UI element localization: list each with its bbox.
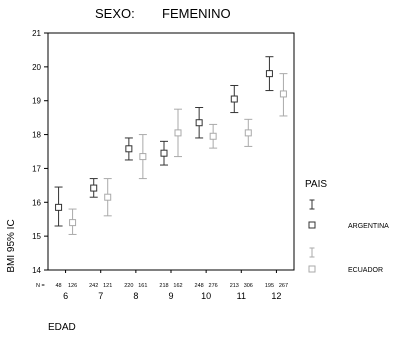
error-bar <box>174 108 182 158</box>
mean-marker <box>90 184 98 192</box>
mean-marker <box>125 145 133 153</box>
mean-marker <box>230 95 238 103</box>
legend-item: ECUADOR <box>308 247 383 274</box>
y-tick-label: 14 <box>32 266 41 275</box>
sample-size-value: 276 <box>209 283 218 289</box>
chart-title-label: SEXO: <box>95 6 135 21</box>
legend-marker-symbol <box>308 265 316 273</box>
mean-marker <box>174 129 182 137</box>
legend-marker-symbol <box>308 221 316 229</box>
chart-title-value: FEMENINO <box>162 6 231 21</box>
sample-size-value: 267 <box>279 283 288 289</box>
y-tick-label: 16 <box>32 198 41 207</box>
x-axis: 6 7 8 9 10 11 12 <box>63 270 281 301</box>
mean-marker <box>279 90 287 98</box>
mean-marker <box>139 153 147 161</box>
error-bar <box>160 140 168 166</box>
error-bar <box>138 134 147 180</box>
legend-label: ECUADOR <box>348 267 383 274</box>
y-tick-label: 20 <box>32 63 41 72</box>
x-tick-label: 9 <box>168 291 173 301</box>
sample-size-value: 195 <box>265 283 274 289</box>
error-bar <box>195 106 204 139</box>
error-bar <box>68 208 77 235</box>
mean-marker <box>244 129 252 137</box>
sample-size-value: 126 <box>68 283 77 289</box>
x-axis-label: EDAD <box>48 322 76 333</box>
x-tick-label: 12 <box>271 291 281 301</box>
sample-size-value: 161 <box>138 283 147 289</box>
sample-size-value: 162 <box>173 283 182 289</box>
mean-marker <box>104 193 112 201</box>
legend-items: ARGENTINA ECUADOR <box>308 199 389 274</box>
legend-title: PAIS <box>305 179 327 190</box>
legend-item: ARGENTINA <box>308 199 389 230</box>
error-bar <box>89 178 98 198</box>
sample-size-value: 220 <box>124 283 133 289</box>
x-tick-label: 10 <box>201 291 211 301</box>
y-tick-label: 17 <box>32 164 41 173</box>
mean-marker <box>55 203 63 211</box>
mean-marker <box>195 119 203 127</box>
sample-size-value: 218 <box>159 283 168 289</box>
y-tick-label: 15 <box>32 232 41 241</box>
x-tick-label: 11 <box>237 291 246 301</box>
error-bar <box>244 118 253 147</box>
error-bar <box>265 56 274 92</box>
sample-size-label: N = <box>36 283 45 289</box>
x-tick-label: 7 <box>98 291 103 301</box>
sample-size-value: 242 <box>89 283 98 289</box>
mean-marker <box>209 132 217 140</box>
mean-marker <box>69 219 77 227</box>
error-bar <box>230 84 239 114</box>
error-bar <box>209 123 218 149</box>
sample-size-value: 48 <box>56 283 62 289</box>
error-bar <box>279 73 288 117</box>
legend: PAIS ARGENTINA ECUADOR <box>305 179 389 274</box>
y-axis-label: BMI 95% IC <box>6 219 17 272</box>
plot-frame <box>47 32 295 271</box>
x-tick-label: 6 <box>63 291 68 301</box>
mean-marker <box>265 70 273 78</box>
y-tick-label: 21 <box>32 29 41 38</box>
y-axis: 14 15 16 17 18 19 20 21 <box>32 29 48 275</box>
sample-size-value: 213 <box>230 283 239 289</box>
error-bar <box>103 178 112 217</box>
mean-marker <box>160 149 168 157</box>
error-bar <box>54 186 63 227</box>
sample-size-row: N = 48 242 220 218 248 213 195 126 121 161 162 276 3… <box>36 283 288 289</box>
y-tick-label: 18 <box>32 131 41 140</box>
sample-size-value: 248 <box>195 283 204 289</box>
legend-label: ARGENTINA <box>348 223 389 230</box>
y-tick-label: 19 <box>32 97 41 106</box>
error-bar <box>124 137 133 161</box>
data-marks <box>54 56 288 235</box>
sample-size-value: 306 <box>244 283 253 289</box>
sample-size-value: 121 <box>103 283 112 289</box>
x-tick-label: 8 <box>133 291 138 301</box>
